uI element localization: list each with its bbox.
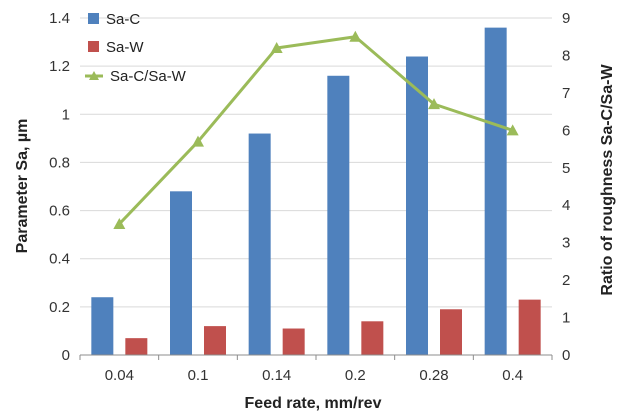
ratio-marker-0.14 [270,41,283,53]
y-tick-label: 0.8 [49,154,70,171]
x-tick-label: 0.1 [188,367,209,384]
bar-sa-w-0.28 [440,309,462,355]
legend-label-ratio: Sa-C/Sa-W [110,68,187,85]
ratio-line [118,35,514,225]
x-tick-label: 0.4 [502,367,523,384]
x-tick-label: 0.14 [262,367,291,384]
y-tick-label: 0.4 [49,251,70,268]
y-tick-label: 1 [62,106,70,123]
bar-sa-c-0.14 [248,133,271,355]
y2-tick-label: 4 [562,197,570,214]
bar-series [91,27,541,356]
bar-sa-w-0.2 [361,321,384,355]
bar-sa-c-0.2 [327,75,350,356]
y-tick-label: 0.6 [49,203,70,220]
y2-tick-label: 0 [562,347,570,364]
y2-axis-title: Ratio of roughness Sa-C/Sa-W [599,64,616,296]
bar-sa-w-0.4 [518,299,541,355]
bar-sa-c-0.28 [406,56,428,356]
legend-marker-ratio [89,71,99,80]
x-tick-label: 0.2 [345,367,366,384]
ratio-marker-0.1 [192,135,204,147]
y2-tick-label: 8 [562,47,570,64]
axes [79,354,553,360]
bar-sa-w-0.14 [282,328,305,355]
y2-tick-label: 3 [562,235,570,252]
line-series [113,30,519,229]
legend: Sa-C Sa-W Sa-C/Sa-W [85,11,187,85]
y2-tick-label: 1 [562,310,570,327]
legend-label-sa-w: Sa-W [106,39,144,56]
ratio-marker-0.28 [428,98,440,110]
y-tick-label: 0.2 [49,299,70,316]
y2-tick-label: 7 [562,85,570,102]
x-tick-label: 0.04 [105,367,134,384]
legend-label-sa-c: Sa-C [106,11,140,28]
y-axis-title: Parameter Sa, µm [14,119,31,254]
y-tick-label: 1.4 [49,10,70,27]
y2-tick-label: 9 [562,10,570,27]
bar-sa-c-0.4 [484,27,507,355]
bar-sa-c-0.1 [170,191,192,355]
bar-sa-w-0.04 [125,338,148,355]
y-tick-label: 1.2 [49,58,70,75]
y2-tick-label: 2 [562,272,570,289]
legend-swatch-sa-c [88,13,99,24]
legend-swatch-sa-w [88,41,99,52]
y2-tick-label: 5 [562,160,570,177]
ratio-marker-0.4 [506,124,519,136]
bar-sa-w-0.1 [204,326,226,355]
y-tick-label: 0 [62,347,70,364]
gridlines [80,17,552,356]
ratio-marker-0.2 [349,30,362,42]
bar-sa-c-0.04 [91,297,114,355]
y2-tick-label: 6 [562,122,570,139]
tick-labels: 0 0.2 0.4 0.6 0.8 1 1.2 1.4 0 1 2 3 4 5 6 7 8 9 0.04 0.1 0.1… [49,10,570,384]
x-axis-title: Feed rate, mm/rev [245,395,382,412]
ratio-marker-0.04 [113,217,126,229]
x-tick-label: 0.28 [419,367,448,384]
